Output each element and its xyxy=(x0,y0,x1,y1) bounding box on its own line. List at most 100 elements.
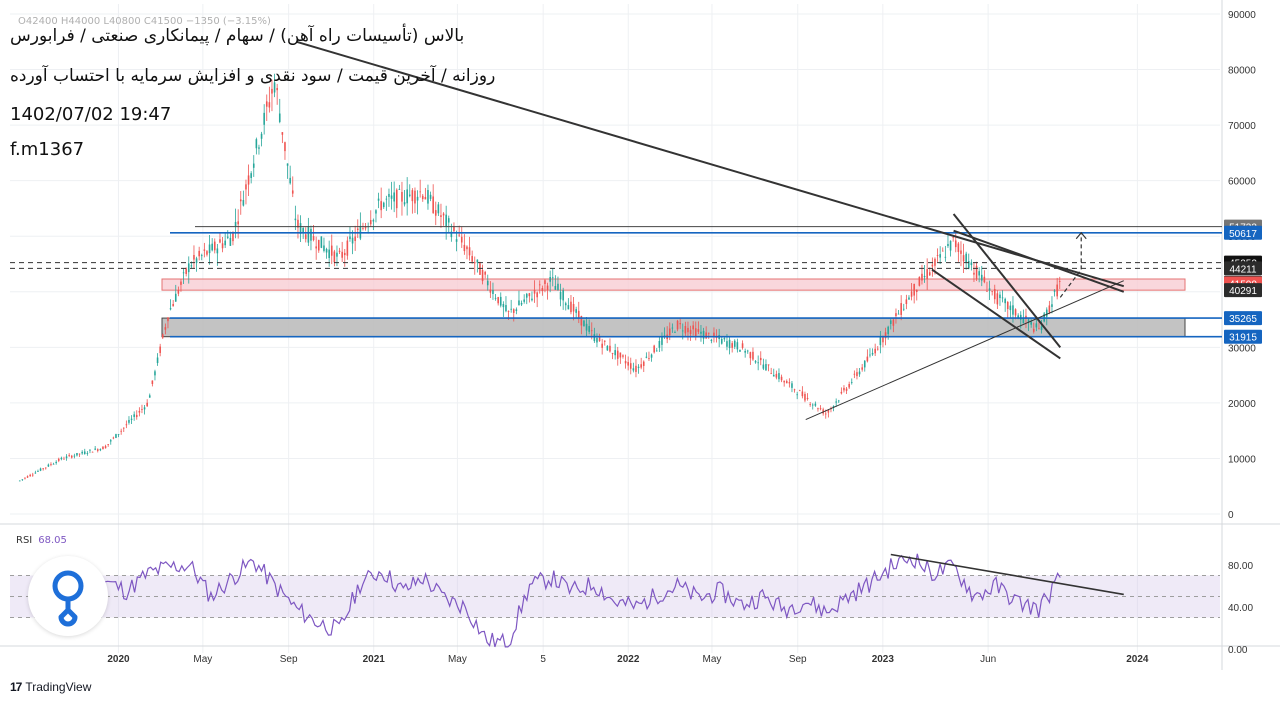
candle-body xyxy=(541,288,544,292)
candle-body xyxy=(187,263,190,273)
candle-body xyxy=(1006,302,1009,310)
candle-body xyxy=(518,300,520,306)
candle-body xyxy=(687,327,689,333)
candle-body xyxy=(585,323,588,331)
candle-body xyxy=(858,371,861,375)
candle-body xyxy=(700,331,702,334)
rsi-line xyxy=(40,553,1061,648)
candle-body xyxy=(900,303,902,315)
candle-body xyxy=(1053,290,1056,292)
candle-body xyxy=(382,202,385,208)
candle-body xyxy=(949,240,952,251)
candle-body xyxy=(650,354,653,358)
candle-body xyxy=(265,101,268,107)
candle-body xyxy=(882,336,884,343)
candle-body xyxy=(772,374,775,377)
candle-body xyxy=(325,248,328,253)
candle-body xyxy=(294,218,297,221)
candle-body xyxy=(580,316,583,326)
candle-body xyxy=(364,226,367,229)
candle-body xyxy=(83,451,86,454)
tradingview-brand: 17 TradingView xyxy=(10,680,91,694)
candle-body xyxy=(811,404,814,406)
candle-body xyxy=(642,361,645,366)
author-logo-icon xyxy=(28,556,108,636)
candle-body xyxy=(57,458,60,461)
candle-body xyxy=(757,362,759,364)
rsi-tick-label: 0.00 xyxy=(1228,645,1248,656)
candle-body xyxy=(926,269,928,279)
candle-body xyxy=(343,252,346,256)
candle-body xyxy=(973,272,975,275)
candle-body xyxy=(570,301,572,313)
candle-body xyxy=(104,446,107,449)
candle-body xyxy=(390,195,393,199)
candle-body xyxy=(226,236,229,238)
candle-body xyxy=(765,364,767,371)
candle-body xyxy=(380,201,382,211)
candle-body xyxy=(840,391,843,394)
candle-body xyxy=(749,352,752,359)
candle-body xyxy=(723,338,726,340)
candle-body xyxy=(242,200,245,206)
candle-body xyxy=(190,265,193,267)
candle-body xyxy=(965,253,967,263)
zones xyxy=(161,278,1186,338)
candle-body xyxy=(871,352,874,355)
candle-body xyxy=(429,194,432,199)
candle-body xyxy=(590,330,593,332)
candle-body xyxy=(237,221,239,225)
candle-body xyxy=(169,308,172,310)
candle-body xyxy=(484,271,486,275)
candle-body xyxy=(333,251,336,263)
candle-body xyxy=(941,250,944,252)
candle-body xyxy=(185,268,187,274)
candle-body xyxy=(453,226,455,232)
candle-body xyxy=(154,371,156,376)
candle-body xyxy=(983,276,986,283)
candle-body xyxy=(164,327,167,330)
candle-body xyxy=(536,292,538,298)
candle-body xyxy=(999,294,1001,299)
candle-body xyxy=(128,419,130,423)
candle-body xyxy=(661,337,663,345)
candle-body xyxy=(648,358,650,359)
candle-body xyxy=(486,280,489,286)
candle-body xyxy=(554,285,557,290)
candle-body xyxy=(809,404,811,405)
candle-body xyxy=(445,214,447,227)
candle-body xyxy=(606,345,609,351)
rsi-value: 68.05 xyxy=(38,535,67,546)
candle-body xyxy=(1045,309,1048,317)
candle-body xyxy=(978,271,980,276)
candle-body xyxy=(458,234,460,236)
candle-body xyxy=(432,196,434,213)
candle-body xyxy=(557,283,559,291)
candle-body xyxy=(731,343,733,348)
zone-pink xyxy=(161,278,1186,291)
candle-body xyxy=(37,471,39,472)
candle-body xyxy=(18,480,21,482)
candle-body xyxy=(923,275,926,278)
candle-body xyxy=(385,198,388,200)
candle-body xyxy=(853,373,856,375)
candle-body xyxy=(375,210,377,214)
candle-body xyxy=(934,258,936,266)
candle-body xyxy=(848,383,850,388)
candle-body xyxy=(489,289,492,293)
candle-body xyxy=(377,198,380,201)
candle-body xyxy=(936,255,939,256)
price-tick-label: 90000 xyxy=(1228,10,1256,21)
candle-body xyxy=(720,338,723,344)
candle-body xyxy=(156,357,159,364)
candle-body xyxy=(866,356,869,362)
candle-body xyxy=(947,243,949,247)
candle-body xyxy=(302,228,304,233)
candle-body xyxy=(944,256,947,258)
candle-body xyxy=(195,258,198,264)
candle-body xyxy=(437,204,440,214)
candle-body xyxy=(388,193,390,197)
candle-body xyxy=(180,281,182,285)
candle-body xyxy=(29,474,31,477)
